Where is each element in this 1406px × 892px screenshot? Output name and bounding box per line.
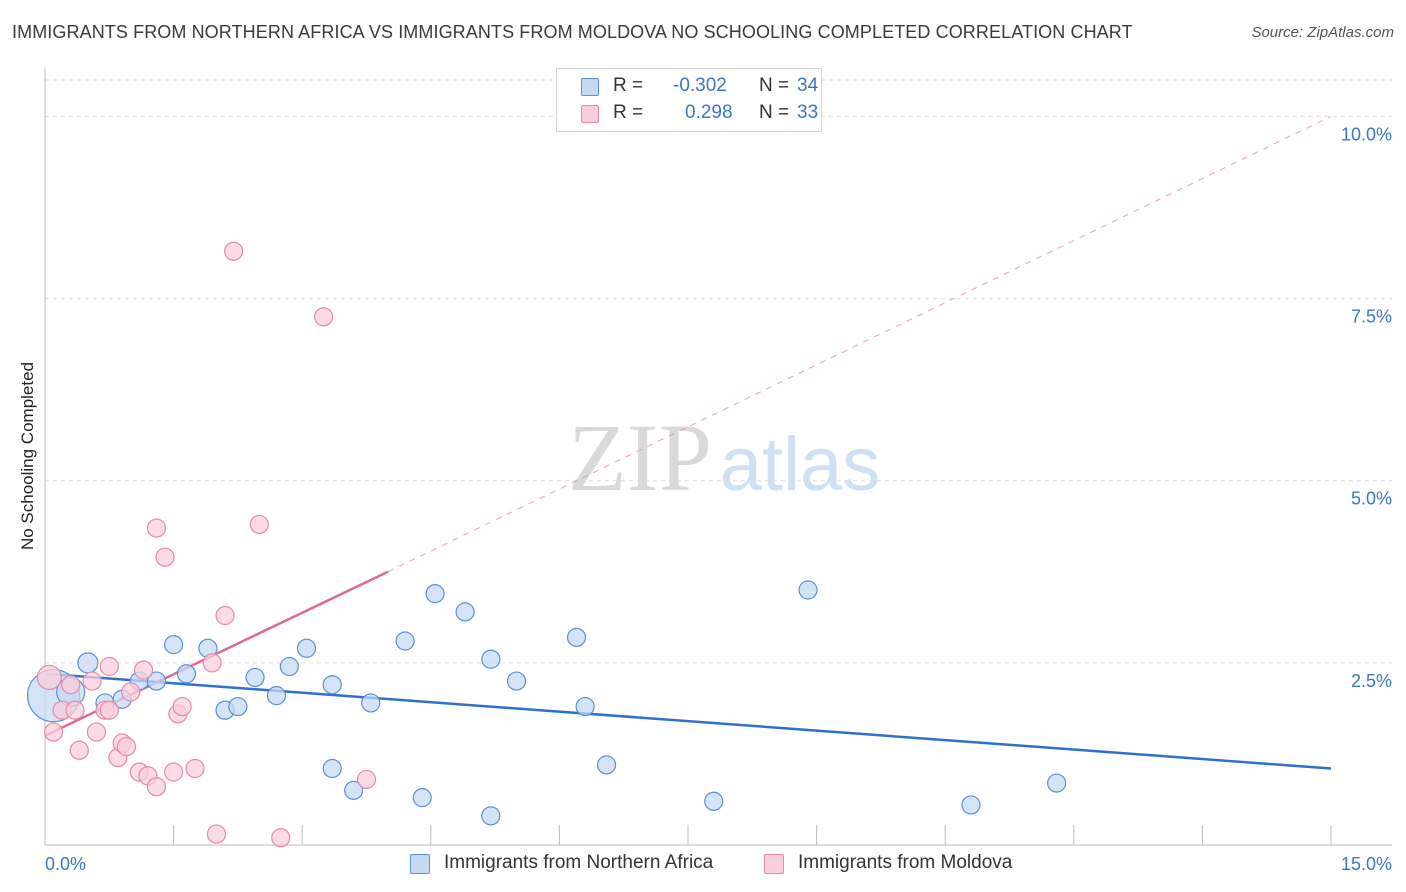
x-tick-label-min: 0.0% [45, 854, 86, 874]
point-northern-africa [395, 631, 415, 651]
point-northern-africa [455, 602, 475, 622]
point-moldova [69, 740, 89, 760]
point-northern-africa [296, 638, 317, 658]
watermark-zip: ZIP [568, 404, 712, 511]
point-northern-africa [575, 696, 595, 717]
point-moldova [121, 682, 141, 702]
legend-r-value: -0.302 [673, 75, 727, 96]
y-tick-label: 10.0% [1341, 124, 1392, 144]
point-moldova [146, 518, 167, 538]
point-moldova [206, 824, 227, 844]
series-label-moldova: Immigrants from Moldova [798, 852, 1013, 873]
trend-line-0 [44, 672, 1332, 770]
point-northern-africa [344, 780, 364, 800]
y-tick-label: 7.5% [1351, 307, 1392, 327]
watermark-atlas: atlas [720, 422, 881, 507]
point-moldova [43, 722, 64, 742]
series-legend: Immigrants from Northern Africa Immigran… [0, 852, 1406, 878]
point-moldova [36, 664, 62, 691]
point-northern-africa [704, 791, 724, 811]
legend-swatch-moldova [581, 105, 599, 123]
point-northern-africa [961, 795, 981, 815]
point-northern-africa [322, 758, 342, 779]
legend-n-value: 34 [797, 75, 819, 96]
point-northern-africa [1047, 773, 1067, 793]
y-tick-label: 2.5% [1351, 671, 1392, 691]
x-tick-label-max: 15.0% [1341, 854, 1392, 874]
point-northern-africa [506, 671, 527, 691]
series-swatch-northern-africa [410, 854, 430, 874]
point-moldova [271, 828, 291, 848]
point-moldova [82, 671, 102, 691]
point-northern-africa [279, 656, 299, 677]
correlation-legend: R = -0.302 N = 34 R = 0.298 N = 33 [556, 68, 822, 132]
legend-r-label: R = [613, 102, 644, 123]
chart-source: Source: ZipAtlas.com [1251, 24, 1394, 41]
point-northern-africa [798, 580, 818, 600]
chart-title: IMMIGRANTS FROM NORTHERN AFRICA VS IMMIG… [12, 22, 1133, 42]
point-moldova [61, 675, 81, 695]
legend-n-value: 33 [797, 102, 819, 123]
point-northern-africa [164, 635, 184, 655]
point-moldova [133, 660, 154, 680]
point-northern-africa [566, 627, 587, 647]
series-label-northern-africa: Immigrants from Northern Africa [444, 852, 714, 873]
point-moldova [249, 514, 269, 535]
point-northern-africa [412, 788, 432, 808]
legend-r-value: 0.298 [685, 102, 733, 123]
point-northern-africa [596, 755, 617, 775]
point-moldova [65, 700, 85, 720]
point-moldova [215, 605, 235, 626]
gridlines [45, 79, 1392, 664]
y-tick-label: 5.0% [1351, 489, 1392, 509]
point-northern-africa [146, 671, 167, 691]
point-northern-africa [481, 806, 501, 826]
legend-swatch-northern-africa [581, 78, 599, 96]
point-northern-africa [266, 686, 287, 706]
point-northern-africa [228, 696, 248, 717]
point-moldova [172, 696, 192, 717]
point-moldova [86, 722, 107, 742]
point-northern-africa [245, 667, 265, 688]
point-northern-africa [322, 675, 342, 695]
point-moldova [116, 737, 137, 757]
legend-r-label: R = [613, 75, 644, 96]
point-moldova [146, 777, 167, 797]
legend-n-label: N = [759, 102, 790, 123]
point-moldova [224, 241, 244, 261]
point-northern-africa [77, 652, 99, 674]
watermark: ZIP atlas [568, 404, 880, 511]
tick-labels: 2.5% 5.0% 7.5% 10.0% 0.0% 15.0% [45, 124, 1392, 874]
legend-n-label: N = [759, 75, 790, 96]
point-northern-africa [361, 693, 381, 713]
point-northern-africa [176, 664, 197, 684]
point-moldova [99, 700, 119, 720]
point-moldova [99, 656, 119, 677]
point-moldova [202, 653, 222, 673]
point-moldova [185, 758, 205, 779]
series-swatch-moldova [764, 854, 784, 874]
point-northern-africa [481, 649, 501, 669]
point-moldova [155, 547, 175, 567]
data-points [26, 241, 1067, 848]
point-moldova [314, 307, 334, 327]
y-axis-title: No Schooling Completed [18, 362, 37, 550]
point-moldova [164, 762, 184, 782]
point-moldova [356, 769, 377, 790]
point-northern-africa [425, 584, 445, 604]
